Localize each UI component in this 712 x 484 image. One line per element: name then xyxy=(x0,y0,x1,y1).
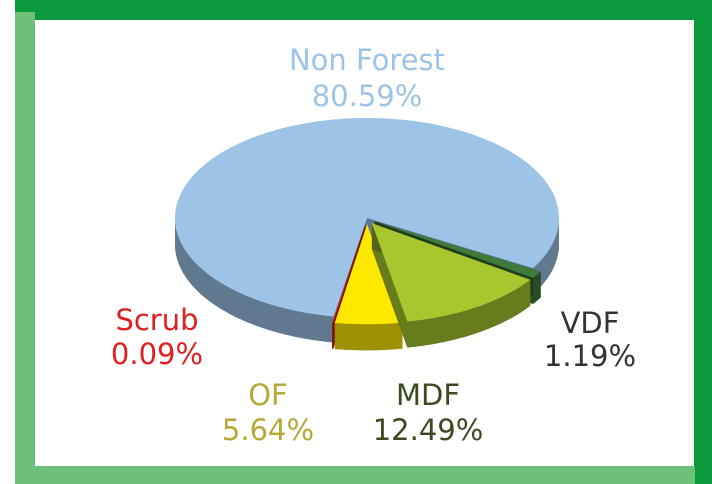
slice xyxy=(371,223,531,348)
slice-top xyxy=(332,224,366,323)
slice-top xyxy=(175,118,559,317)
slice-top xyxy=(334,224,403,325)
slice-rim xyxy=(175,218,334,343)
slice-rim xyxy=(334,322,403,351)
value-label: 80.59% xyxy=(312,79,423,113)
slice-rim xyxy=(533,271,541,304)
value-label: 12.49% xyxy=(373,413,484,447)
slice-top xyxy=(371,223,531,322)
slice-top xyxy=(374,221,541,278)
frame-right xyxy=(694,0,712,484)
value-label: 1.19% xyxy=(544,339,636,373)
frame-bottom xyxy=(15,466,695,484)
slice-label: MDF xyxy=(396,378,460,412)
frame-top xyxy=(15,0,712,20)
pie xyxy=(175,118,559,351)
slice-label: Scrub xyxy=(115,303,198,337)
slice-label: Non Forest xyxy=(289,43,445,77)
frame-left xyxy=(15,12,35,484)
slice-rim xyxy=(332,322,334,349)
value-label: 0.09% xyxy=(111,337,203,371)
slice-rim xyxy=(407,279,531,348)
value-label: 5.64% xyxy=(222,413,314,447)
slice-label: VDF xyxy=(561,306,620,340)
slice-label: OF xyxy=(248,378,288,412)
